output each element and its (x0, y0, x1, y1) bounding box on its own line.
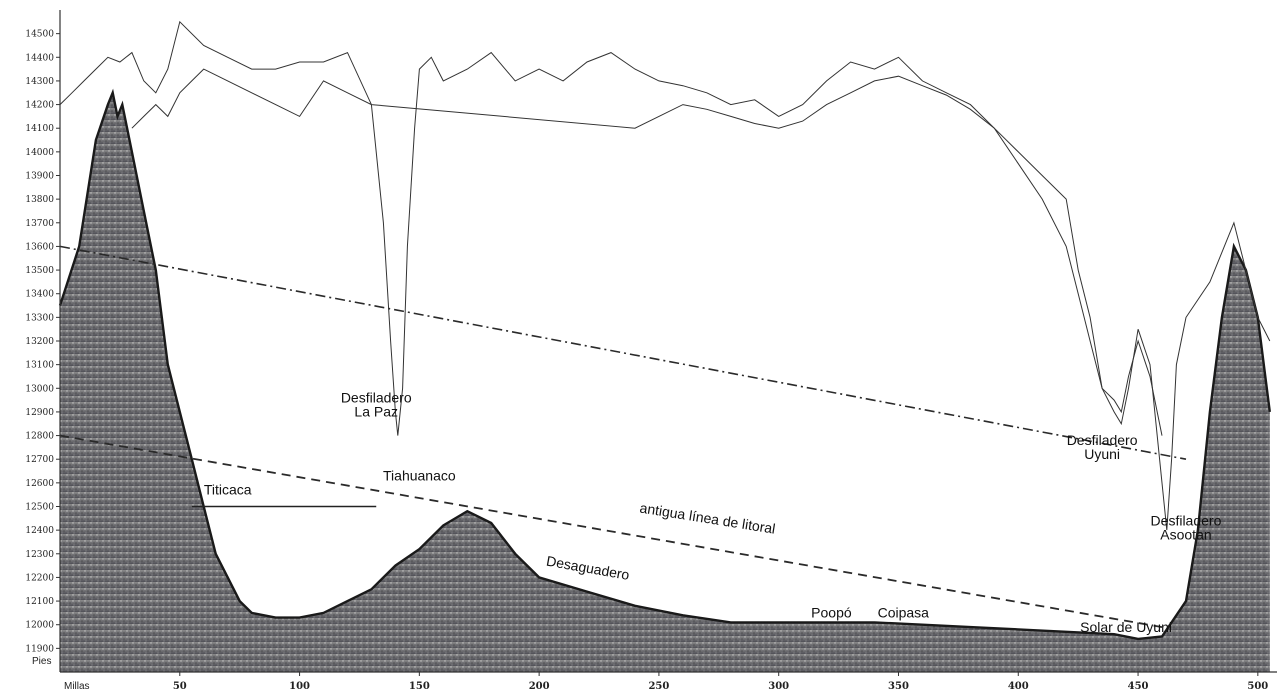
x-tick-label: 250 (648, 681, 669, 692)
y-tick-label: 14500 (25, 30, 54, 40)
y-tick-label: 14000 (25, 148, 54, 158)
annotation-label: Desfiladero (1067, 432, 1138, 448)
x-tick-label: 450 (1128, 681, 1149, 692)
y-tick-label: 12100 (25, 597, 54, 607)
x-tick-label: 200 (529, 681, 550, 692)
annotation-label: Desaguadero (545, 553, 631, 583)
y-axis-unit-label: Pies (32, 656, 51, 667)
y-tick-label: 12300 (25, 550, 54, 560)
x-tick-label: 50 (173, 681, 187, 692)
y-tick-label: 12400 (25, 526, 54, 536)
y-tick-label: 14300 (25, 77, 54, 87)
ticks-layer: 11900 12000 12100 12200 12300 12400 12500 12600… (25, 30, 1268, 692)
annotation-label: Coipasa (878, 605, 930, 621)
annotation-label: Asootan (1160, 527, 1211, 543)
upper-rim-profile-line (59, 20, 1271, 531)
annotation-label: Desfiladero (1151, 512, 1222, 528)
y-tick-label: 11900 (25, 644, 54, 654)
y-tick-label: 13600 (25, 242, 54, 252)
y-tick-label: 13900 (25, 172, 54, 182)
y-tick-label: 12700 (25, 455, 54, 465)
y-tick-label: 13100 (25, 361, 54, 371)
annotation-label: Desfiladero (341, 389, 412, 405)
annotation-label: Poopó (811, 605, 852, 621)
annotation-label: antigua línea de litoral (639, 499, 777, 536)
terrain-outline-line (58, 88, 1271, 641)
y-tick-label: 14400 (25, 53, 54, 63)
ancient-shoreline-line (59, 434, 1163, 628)
x-tick-label: 500 (1247, 681, 1268, 692)
x-tick-label: 400 (1008, 681, 1029, 692)
annotation-label: La Paz (354, 404, 398, 420)
y-tick-label: 13500 (25, 266, 54, 276)
terrain-layer (60, 92, 1270, 673)
y-tick-label: 12900 (25, 408, 54, 418)
x-tick-label: 100 (289, 681, 310, 692)
terrain-area (60, 92, 1270, 673)
y-tick-label: 12800 (25, 432, 54, 442)
annotation-label: Titicaca (204, 482, 252, 498)
annotation-label: Tiahuanaco (383, 467, 456, 483)
x-tick-label: 300 (768, 681, 789, 692)
y-tick-label: 13700 (25, 219, 54, 229)
lines-layer (58, 20, 1271, 641)
y-tick-label: 12600 (25, 479, 54, 489)
y-tick-label: 14100 (25, 124, 54, 134)
y-tick-label: 14200 (25, 101, 54, 111)
y-tick-label: 12000 (25, 621, 54, 631)
y-tick-label: 13300 (25, 313, 54, 323)
lower-rim-profile-line (131, 68, 1163, 436)
y-tick-label: 12500 (25, 503, 54, 513)
annotation-label: Uyuni (1084, 446, 1120, 462)
upper-shoreline-line (59, 245, 1187, 460)
y-tick-label: 13800 (25, 195, 54, 205)
y-tick-label: 13200 (25, 337, 54, 347)
x-tick-label: 150 (409, 681, 430, 692)
x-tick-label: 350 (888, 681, 909, 692)
y-tick-label: 13000 (25, 384, 54, 394)
y-tick-label: 13400 (25, 290, 54, 300)
y-tick-label: 12200 (25, 573, 54, 583)
annotation-label: Solar de Uyuni (1080, 619, 1172, 635)
x-axis-unit-label: Millas (64, 681, 90, 692)
